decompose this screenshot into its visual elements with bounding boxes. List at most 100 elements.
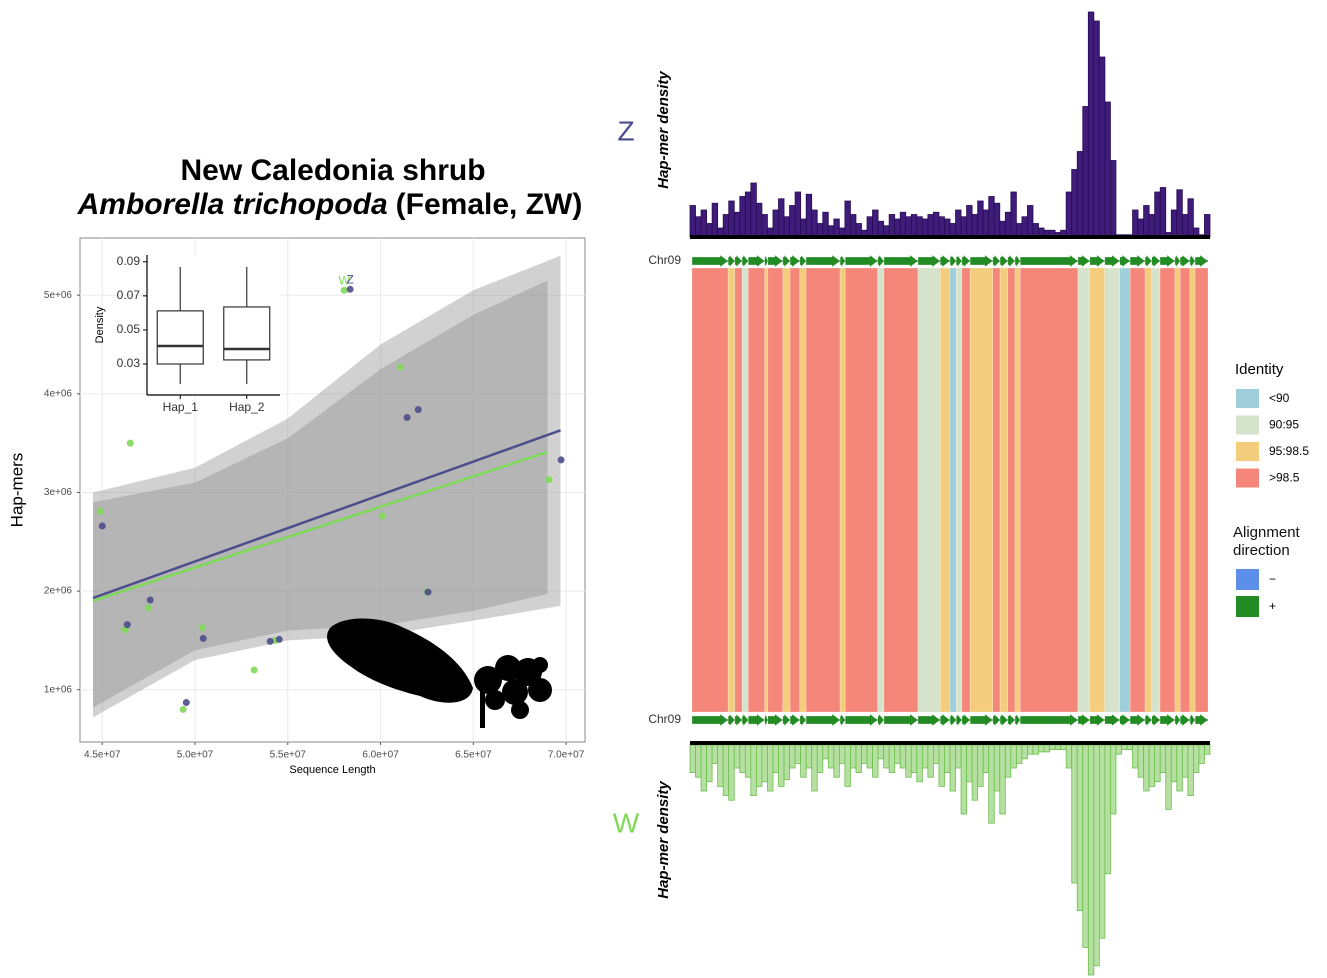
alignment-ribbon [961, 267, 971, 713]
alignment-arrow [727, 254, 736, 268]
alignment-ribbon [1151, 267, 1161, 713]
point [346, 285, 354, 293]
density-bar [872, 744, 879, 778]
alignment-arrow [1089, 254, 1106, 268]
density-bar [1159, 744, 1167, 774]
density-bar [905, 744, 912, 778]
density-bar [789, 205, 796, 238]
density-bar [1082, 744, 1089, 948]
density-bar [1176, 744, 1183, 792]
density-bar [905, 216, 912, 238]
density-bar [899, 211, 907, 238]
alignment-arrow [1020, 713, 1079, 727]
y-tick-label: 0.03 [117, 356, 141, 370]
alignment-ribbon [1007, 267, 1016, 713]
alignment-ribbon [1119, 267, 1131, 713]
alignment-ribbon [741, 267, 749, 713]
density-bar [844, 200, 851, 238]
density-bar [728, 200, 735, 238]
alignment-arrow [799, 713, 807, 727]
alignment-ribbon [1174, 267, 1181, 713]
density-bar [960, 216, 967, 238]
density-bar [750, 182, 757, 238]
density-bar [783, 216, 790, 238]
alignment-ribbon [839, 267, 846, 713]
density-bar [1098, 744, 1106, 939]
density-bar [767, 744, 774, 792]
density-bar [883, 744, 890, 769]
density-bar [689, 205, 696, 238]
point-label: W [339, 273, 351, 287]
density-bar [877, 220, 885, 238]
alignment-arrow [734, 254, 743, 268]
alignment-arrow [764, 254, 769, 268]
density-bar [1104, 101, 1111, 238]
alignment-arrow [877, 713, 885, 727]
density-bar [971, 214, 979, 238]
density-bar [988, 744, 995, 824]
alignment-arrow [1129, 713, 1146, 727]
alignment-arrow [748, 254, 766, 268]
charts: 4.5e+07 5.0e+07 5.5e+07 6.0e+07 6.5e+07 7.0e+… [7, 11, 1309, 976]
density-bar [711, 744, 719, 764]
alignment-arrow [917, 713, 941, 727]
x-tick-label: 5.0e+07 [177, 750, 214, 761]
alignment-arrow [1129, 254, 1146, 268]
alignment-ribbon [734, 267, 743, 713]
y-tick-label: 4e+06 [44, 388, 73, 399]
density-bar [1193, 744, 1200, 774]
density-bar [999, 744, 1006, 815]
alignment-arrow [956, 713, 963, 727]
silhouettes [327, 618, 552, 728]
density-bar [1027, 744, 1034, 755]
density-bar [877, 744, 885, 760]
confidence-band [92, 280, 548, 708]
density-bar [982, 209, 990, 238]
chart-title: New Caledonia shrub [180, 154, 485, 187]
alignment-ribbon [727, 267, 736, 713]
density-bar [1204, 744, 1211, 755]
alignment-arrow [1007, 713, 1016, 727]
alignment-arrow [764, 713, 769, 727]
density-bar [700, 744, 707, 792]
alignment-arrow [1179, 254, 1191, 268]
alignment-arrow [969, 254, 994, 268]
density-bar [966, 744, 973, 783]
legend-key [1236, 596, 1259, 617]
confidence-band [92, 255, 561, 718]
legend-label: 90:95 [1269, 418, 1299, 432]
density-bar [1148, 744, 1156, 787]
density-bar [866, 744, 873, 769]
point-label: Z [346, 272, 353, 286]
alignment-ribbon [1014, 267, 1021, 713]
alignment-ribbon [992, 267, 1001, 713]
density-bar [822, 744, 829, 760]
alignment-arrow [691, 254, 729, 268]
x-tick-label: Hap_1 [163, 400, 199, 414]
density-bar [838, 744, 846, 764]
alignment-arrow [883, 713, 919, 727]
density-bar [772, 744, 779, 774]
density-bar [888, 214, 896, 238]
density-bar [739, 744, 746, 774]
alignment-arrow [845, 254, 879, 268]
density-bar [1187, 744, 1194, 796]
alignment-arrow [1151, 254, 1161, 268]
density-bar [977, 744, 984, 787]
alignment-arrow [1104, 713, 1121, 727]
density-bar [955, 209, 962, 238]
density-bar [827, 744, 835, 769]
density-bar [783, 744, 790, 780]
point [396, 363, 404, 371]
alignment-arrow [992, 254, 1001, 268]
density-bar [888, 744, 896, 774]
point [424, 588, 432, 596]
alignment-arrow [1194, 713, 1209, 727]
alignment-arrow [940, 254, 951, 268]
point [198, 624, 206, 632]
density-bar [927, 744, 934, 778]
x-tick-label: 4.5e+07 [84, 750, 121, 761]
density-bar [855, 744, 862, 774]
density-bar [722, 744, 730, 796]
